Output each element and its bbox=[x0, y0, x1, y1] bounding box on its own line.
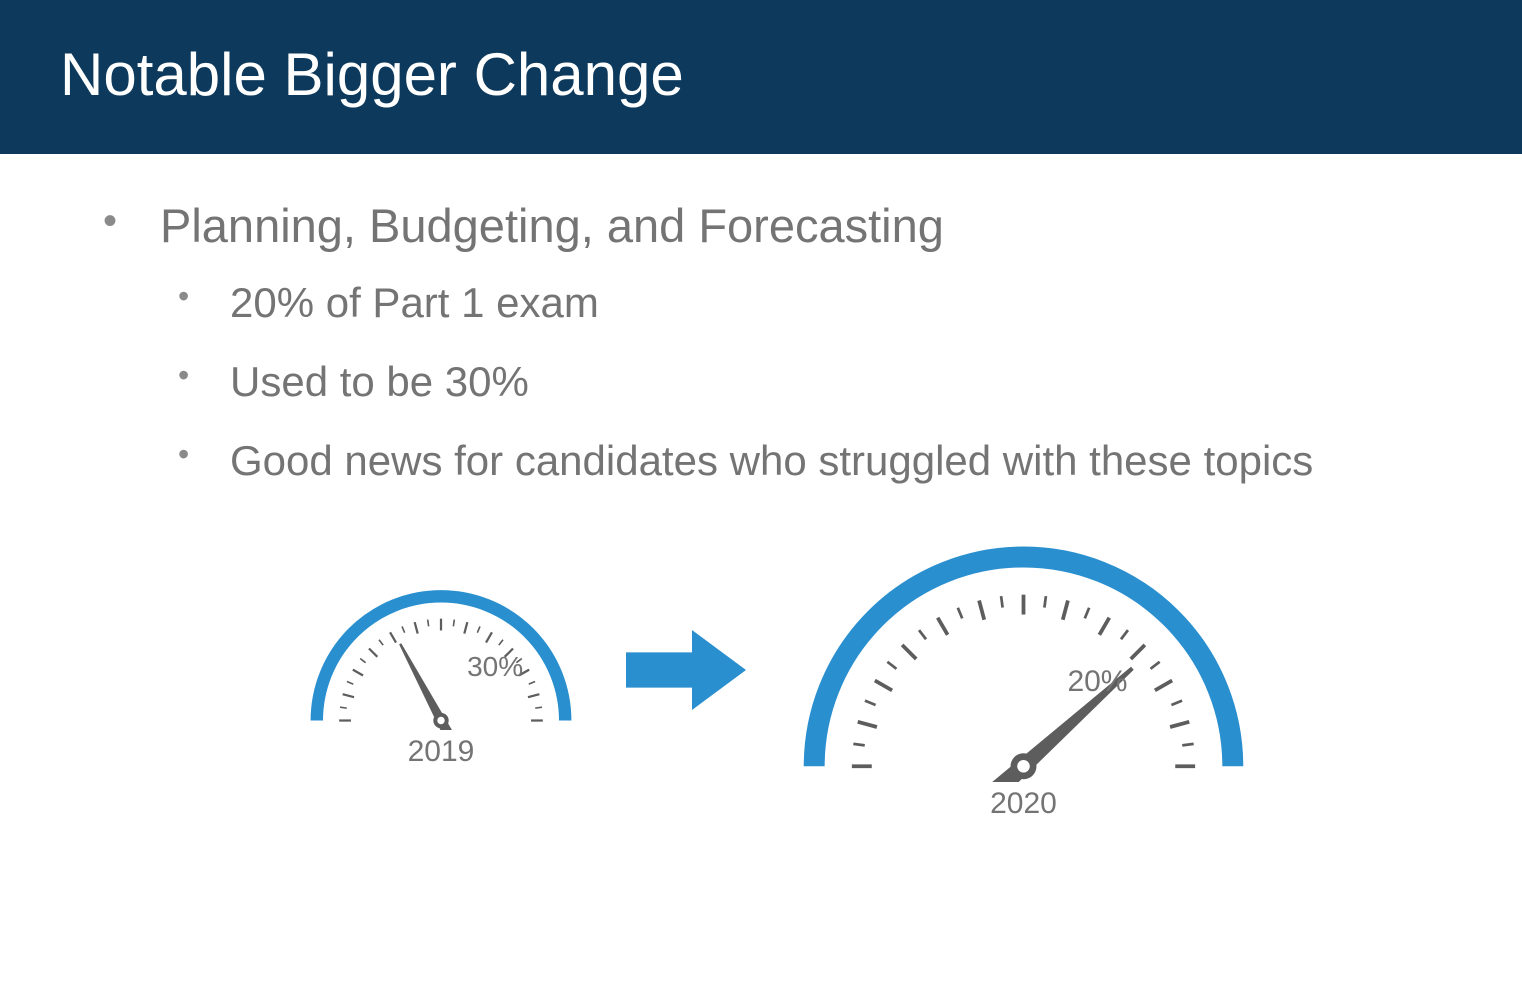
sub-bullet-item: Good news for candidates who struggled w… bbox=[160, 433, 1462, 490]
main-bullet-list: Planning, Budgeting, and Forecasting 20%… bbox=[95, 194, 1462, 490]
svg-text:20%: 20% bbox=[1067, 664, 1127, 697]
main-bullet-text: Planning, Budgeting, and Forecasting bbox=[160, 199, 944, 252]
sub-bullet-item: Used to be 30% bbox=[160, 354, 1462, 411]
slide-content: Planning, Budgeting, and Forecasting 20%… bbox=[0, 154, 1522, 841]
slide-header: Notable Bigger Change bbox=[0, 0, 1522, 154]
sub-bullet-item: 20% of Part 1 exam bbox=[160, 275, 1462, 332]
main-bullet-item: Planning, Budgeting, and Forecasting 20%… bbox=[95, 194, 1462, 490]
arrow-right-icon bbox=[626, 630, 746, 710]
gauge-2019-icon: 30% bbox=[306, 572, 576, 730]
gauge-2020-year: 2020 bbox=[990, 787, 1057, 821]
gauges-row: 30% 2019 20% 2020 bbox=[95, 520, 1462, 821]
sub-bullet-list: 20% of Part 1 exam Used to be 30% Good n… bbox=[160, 275, 1462, 489]
gauge-2019-year: 2019 bbox=[408, 735, 475, 769]
gauge-2019-wrap: 30% 2019 bbox=[306, 572, 576, 769]
slide-title: Notable Bigger Change bbox=[60, 40, 1462, 109]
svg-text:30%: 30% bbox=[467, 650, 523, 681]
gauge-2020-icon: 20% bbox=[796, 520, 1251, 782]
gauge-2020-wrap: 20% 2020 bbox=[796, 520, 1251, 821]
